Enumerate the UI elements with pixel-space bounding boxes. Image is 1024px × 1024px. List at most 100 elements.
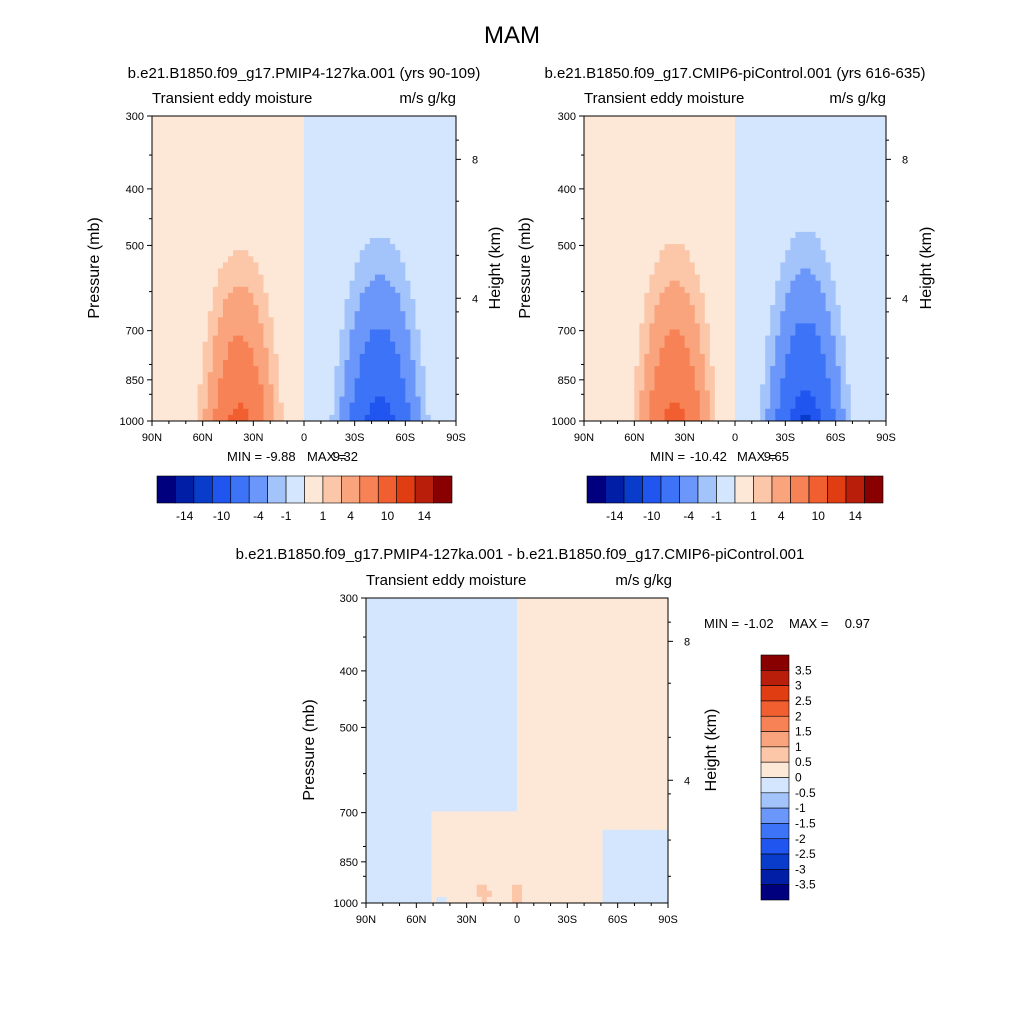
field-cell [634,170,640,178]
field-cell [420,158,427,166]
field-cell [268,311,275,318]
field-cell [298,341,305,349]
field-cell [278,353,285,361]
field-cell [619,250,625,257]
field-cell [182,341,189,349]
field-cell [314,341,320,349]
field-cell [735,213,741,221]
field-cell [177,317,183,324]
field-cell [760,256,766,263]
field-cell [765,213,771,221]
field-cell [172,146,178,154]
field-cell [385,250,391,257]
field-cell [390,329,396,337]
field-cell [825,219,832,227]
field-cell [694,177,701,184]
field-cell [172,225,178,233]
field-cell [288,347,295,355]
field-cell [639,262,645,270]
field-cell [248,122,254,129]
field-cell [629,170,635,178]
field-cell [880,146,886,154]
field-cell [385,329,391,337]
field-cell [724,146,731,154]
field-cell [283,256,290,263]
field-cell [253,323,259,331]
field-cell [689,292,696,300]
field-cell [157,244,163,251]
field-cell [380,207,386,215]
field-cell [157,164,163,172]
field-cell [405,256,411,263]
field-cell [609,238,615,245]
field-cell [359,286,366,294]
field-cell [599,207,605,215]
field-cell [755,158,761,166]
field-cell [400,170,406,178]
field-cell [369,170,376,178]
field-cell [674,262,681,270]
field-cell [217,353,224,361]
field-cell [202,402,209,410]
field-cell [810,250,817,257]
field-cell [314,274,320,282]
field-cell [354,402,361,410]
field-cell [604,177,610,184]
field-cell [207,299,214,306]
field-cell [735,225,741,233]
field-cell [162,116,168,123]
field-cell [654,286,661,294]
field-cell [825,274,832,282]
field-cell [390,414,396,421]
field-cell [435,195,442,202]
y-right-tick-label: 4 [472,293,478,305]
field-cell [263,213,270,221]
field-cell [674,158,681,166]
field-cell [395,268,401,276]
field-cell [354,262,361,270]
field-cell [187,158,194,166]
field-cell [217,366,224,373]
field-cell [390,384,396,392]
field-cell [243,384,249,392]
field-cell [167,299,173,306]
field-cell [374,244,381,251]
field-cell [182,128,189,135]
field-cell [689,213,696,221]
field-cell [815,146,822,154]
field-cell [755,195,761,202]
field-cell [669,299,676,306]
field-cell [410,347,417,355]
field-cell [770,140,776,148]
field-cell [729,286,736,294]
field-cell [694,183,701,190]
field-cell [152,201,158,209]
field-cell [228,390,234,398]
field-cell [314,372,320,379]
field-cell [735,195,741,202]
field-cell [233,341,239,349]
field-cell [207,183,214,190]
field-cell [298,378,305,385]
field-cell [709,268,716,276]
field-cell [724,177,731,184]
field-cell [664,262,671,270]
field-cell [795,213,802,221]
field-cell [374,225,381,233]
field-cell [415,116,422,123]
field-cell [288,262,295,270]
field-cell [755,262,761,270]
field-cell [435,177,442,184]
field-cell [425,128,432,135]
field-cell [604,268,610,276]
field-cell [815,183,822,190]
field-cell [380,250,386,257]
field-cell [202,164,209,172]
field-cell [172,311,178,318]
field-cell [745,219,751,227]
field-cell [182,274,189,282]
field-cell [217,219,224,227]
field-cell [374,335,381,343]
field-cell [263,305,270,312]
field-cell [374,177,381,184]
